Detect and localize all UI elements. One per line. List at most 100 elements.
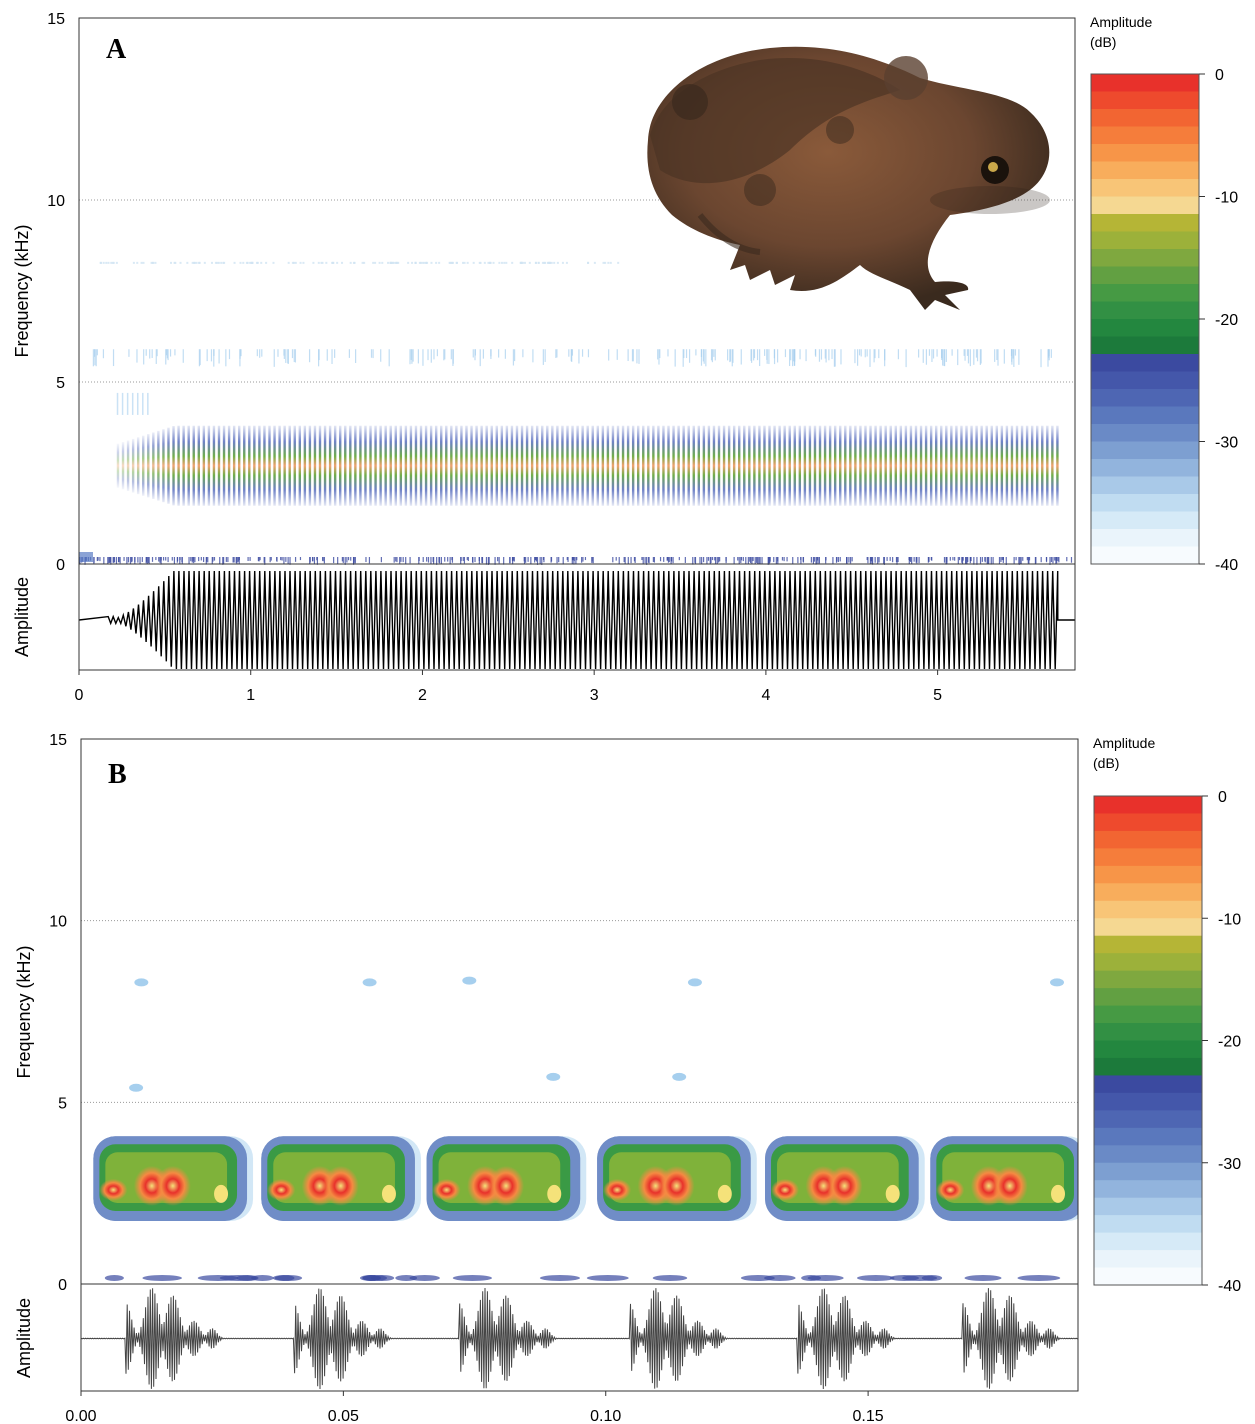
a-noise-speck <box>317 349 320 367</box>
b-colorbar-step <box>1094 988 1202 1007</box>
a-pulse-stripe <box>535 425 539 506</box>
a-x-tick-label: 2 <box>418 687 427 704</box>
a-baseline-noise <box>943 557 946 563</box>
a-pulse-stripe <box>753 425 756 506</box>
b-colorbar-step <box>1094 830 1202 849</box>
a-colorbar-step <box>1091 336 1199 355</box>
a-noise-speck <box>261 349 263 357</box>
a-baseline-noise <box>576 557 578 561</box>
a-baseline-noise <box>173 557 176 565</box>
a-baseline-noise <box>615 557 617 561</box>
a-baseline-noise <box>96 557 98 562</box>
a-baseline-noise <box>512 557 514 565</box>
a-precursor-stripe <box>126 392 129 415</box>
a-noise-speck <box>979 349 981 365</box>
a-noise-speck <box>688 349 691 363</box>
a-baseline-noise <box>973 557 975 565</box>
a-noise-dot <box>331 261 334 264</box>
b-pulse-hotspot <box>154 1165 191 1206</box>
a-baseline-noise <box>566 557 568 561</box>
b-baseline-noise <box>856 1275 895 1281</box>
a-noise-speck <box>213 349 215 367</box>
a-noise-dot <box>198 261 201 264</box>
a-pulse-stripe <box>722 425 726 506</box>
a-noise-dot <box>587 261 590 264</box>
a-noise-speck <box>568 349 570 357</box>
b-colorbar-step <box>1094 1145 1202 1164</box>
b-noise-speck <box>362 978 377 987</box>
a-noise-speck <box>273 349 275 367</box>
a-baseline-noise <box>536 557 539 565</box>
a-pulse-stripe <box>364 425 367 506</box>
a-noise-speck <box>931 349 933 363</box>
a-baseline-noise <box>418 557 420 564</box>
a-colorbar-title: Amplitude <box>1090 14 1152 30</box>
a-baseline-noise <box>299 557 302 561</box>
b-noise-traces <box>104 976 1065 1281</box>
a-pulse-stripe <box>712 425 716 506</box>
a-noise-speck <box>963 349 965 356</box>
a-pulse-stripe <box>237 425 241 506</box>
a-baseline-noise <box>333 557 335 564</box>
a-noise-dot <box>245 261 248 264</box>
a-noise-dot <box>173 261 176 264</box>
a-baseline-noise <box>400 557 402 562</box>
a-baseline-noise <box>225 557 227 562</box>
a-baseline-noise <box>584 557 587 561</box>
a-pulse-stripe <box>616 425 620 506</box>
a-noise-speck <box>729 349 731 363</box>
b-colorbar-tick-label: -10 <box>1218 911 1241 928</box>
a-baseline-noise <box>341 557 343 562</box>
a-noise-speck <box>856 349 859 366</box>
a-baseline-noise <box>190 557 192 562</box>
a-baseline-noise <box>155 557 157 561</box>
a-pulse-stripe <box>172 426 175 506</box>
a-pulse-stripe <box>349 425 352 506</box>
b-baseline-noise <box>889 1275 919 1281</box>
a-baseline-noise <box>380 557 382 563</box>
a-noise-speck <box>472 349 474 358</box>
a-baseline-noise <box>717 557 720 563</box>
a-baseline-noise <box>987 557 989 565</box>
a-baseline-noise <box>812 557 815 565</box>
b-x-ticks: 0.00 0.05 0.10 0.15 <box>65 1391 884 1424</box>
a-noise-speck <box>355 349 357 363</box>
a-colorbar-step <box>1091 231 1199 250</box>
a-noise-dot <box>546 261 549 264</box>
a-pulse-stripe <box>243 425 246 506</box>
a-baseline-noise <box>1058 557 1060 563</box>
a-baseline-noise <box>159 557 161 563</box>
a-baseline-noise <box>148 557 150 564</box>
a-baseline-noise <box>165 557 167 561</box>
a-pulse-stripe <box>162 429 165 503</box>
a-noise-speck <box>474 349 476 356</box>
a-baseline-noise <box>294 557 297 562</box>
a-baseline-noise <box>709 557 711 565</box>
a-pulse-stripe <box>924 425 928 506</box>
b-pulse-hotspot <box>267 1178 296 1201</box>
a-pulse-stripe <box>293 425 296 506</box>
a-noise-speck <box>945 349 947 362</box>
a-baseline-noise <box>666 557 669 561</box>
a-baseline-noise <box>768 557 770 565</box>
a-noise-speck <box>683 349 685 359</box>
a-colorbar-step <box>1091 459 1199 478</box>
a-pulse-stripe <box>732 425 736 506</box>
a-noise-speck <box>571 349 574 356</box>
a-noise-speck <box>869 349 871 367</box>
a-pulse-stripe <box>263 425 266 506</box>
a-baseline-noise <box>866 557 868 561</box>
a-pulse-stripe <box>318 425 322 506</box>
a-colorbar-step <box>1091 74 1199 93</box>
a-baseline-noise <box>523 557 526 564</box>
a-baseline-noise <box>396 557 398 563</box>
a-baseline-noise <box>871 557 874 565</box>
a-noise-dot <box>374 261 377 264</box>
a-pulse-stripe <box>631 425 635 506</box>
a-noise-dot <box>353 261 356 264</box>
a-baseline-noise <box>642 557 644 564</box>
a-noise-dot <box>425 261 428 264</box>
b-colorbar-step <box>1094 1232 1202 1251</box>
a-baseline-noise <box>194 557 196 563</box>
a-noise-speck <box>151 349 153 359</box>
